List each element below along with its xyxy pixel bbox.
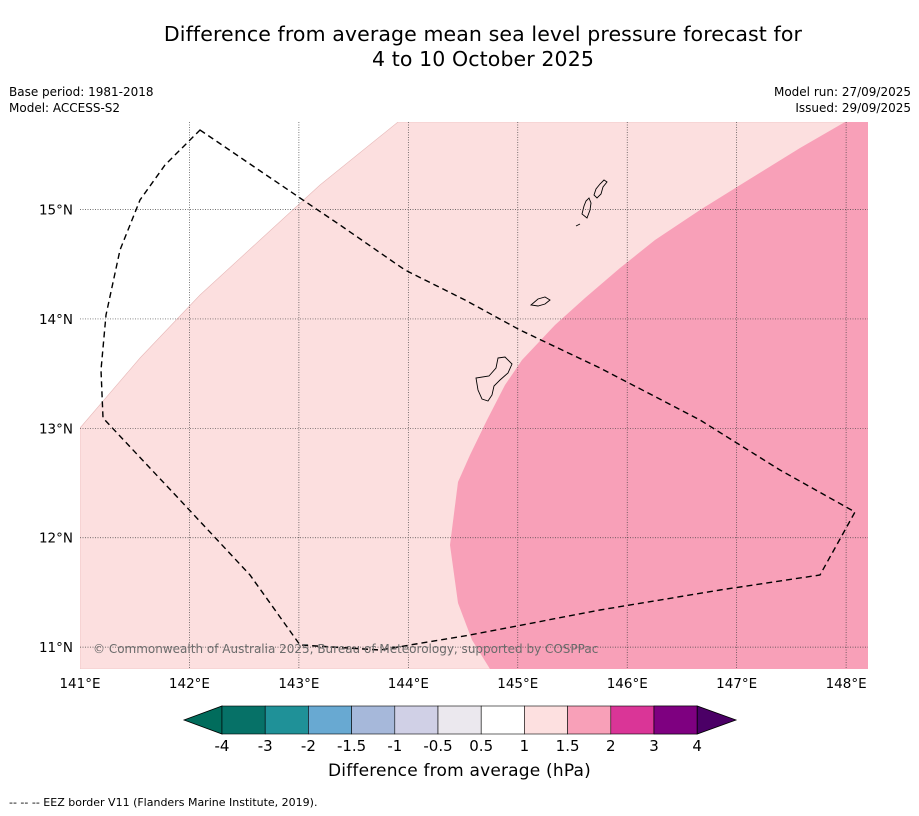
colorbar-tick-label: 2 — [606, 737, 616, 755]
colorbar-box — [610, 705, 655, 735]
map-frame: © Commonwealth of Australia 2025, Bureau… — [80, 122, 868, 669]
colorbar-tick-label: -1 — [387, 737, 402, 755]
colorbar-box — [480, 705, 525, 735]
model-name: Model: ACCESS-S2 — [9, 101, 121, 115]
anomaly-region-medium — [450, 122, 868, 669]
colorbar-tick-label: -4 — [215, 737, 230, 755]
colorbar-box — [351, 705, 396, 735]
colorbar-boxes — [182, 705, 738, 735]
meta-left: Base period: 1981-2018 Model: ACCESS-S2 — [9, 84, 154, 116]
colorbar-title: Difference from average (hPa) — [327, 761, 591, 781]
colorbar-tick-label: -2 — [301, 737, 316, 755]
colorbar-tick-label: 3 — [649, 737, 659, 755]
colorbar-tick-label: -1.5 — [337, 737, 366, 755]
lon-tick-label: 145°E — [497, 676, 538, 692]
lat-tick-label: 13°N — [39, 421, 73, 437]
lat-tick-label: 12°N — [39, 531, 73, 547]
colorbar-extend-under — [182, 705, 223, 735]
map: © Commonwealth of Australia 2025, Bureau… — [39, 122, 868, 692]
islands — [475, 179, 608, 402]
colorbar-tick-label: -3 — [258, 737, 273, 755]
guam-island — [475, 356, 513, 402]
colorbar-box — [264, 705, 309, 735]
colorbar-box — [221, 705, 266, 735]
lon-tick-label: 146°E — [607, 676, 648, 692]
colorbar-box — [437, 705, 482, 735]
lon-tick-label: 148°E — [826, 676, 867, 692]
colorbar-tick-label: 0.5 — [469, 737, 493, 755]
rota-island — [529, 296, 551, 307]
colorbar-tick-label: 4 — [692, 737, 702, 755]
colorbar-tick-label: -0.5 — [423, 737, 452, 755]
gridlines — [80, 122, 868, 669]
title-line-2: 4 to 10 October 2025 — [372, 47, 594, 71]
title-line-1: Difference from average mean sea level p… — [163, 22, 803, 46]
lon-tick-label: 143°E — [278, 676, 319, 692]
colorbar-box — [308, 705, 352, 735]
lon-tick-label: 147°E — [716, 676, 757, 692]
issued-date: Issued: 29/09/2025 — [795, 101, 911, 115]
lon-tick-label: 142°E — [169, 676, 210, 692]
lat-tick-label: 14°N — [39, 312, 73, 328]
colorbar-box — [524, 705, 568, 735]
colorbar-tick-label: 1.5 — [556, 737, 580, 755]
colorbar-box — [567, 705, 612, 735]
axis-ticks: 141°E 142°E 143°E 144°E 145°E 146°E 147°E 148°E… — [39, 203, 867, 692]
lat-tick-label: 11°N — [39, 640, 73, 656]
eez-legend-note: -- -- -- EEZ border V11 (Flanders Marine… — [9, 796, 318, 809]
meta-right: Model run: 27/09/2025 Issued: 29/09/2025 — [774, 84, 911, 116]
model-run: Model run: 27/09/2025 — [773, 85, 911, 99]
colorbar-box — [653, 705, 698, 735]
eez-border — [100, 129, 856, 651]
colorbar-box — [394, 705, 439, 735]
lat-tick-label: 15°N — [39, 203, 73, 219]
saipan-island — [593, 179, 608, 199]
colorbar-tick-label: 1 — [520, 737, 530, 755]
chart-title: Difference from average mean sea level p… — [0, 22, 919, 72]
colorbar-box — [653, 705, 698, 735]
copyright-notice: © Commonwealth of Australia 2025, Bureau… — [93, 642, 598, 656]
colorbar-extend-over — [696, 705, 738, 735]
tinian-island — [581, 197, 592, 219]
base-period: Base period: 1981-2018 — [9, 85, 154, 99]
colorbar-labels: -4 -3 -2 -1.5 -1 -0.5 0.5 1 1.5 2 3 4 — [215, 737, 702, 755]
aguijan-island — [575, 223, 581, 227]
lon-tick-label: 144°E — [388, 676, 429, 692]
lon-tick-label: 141°E — [59, 676, 100, 692]
